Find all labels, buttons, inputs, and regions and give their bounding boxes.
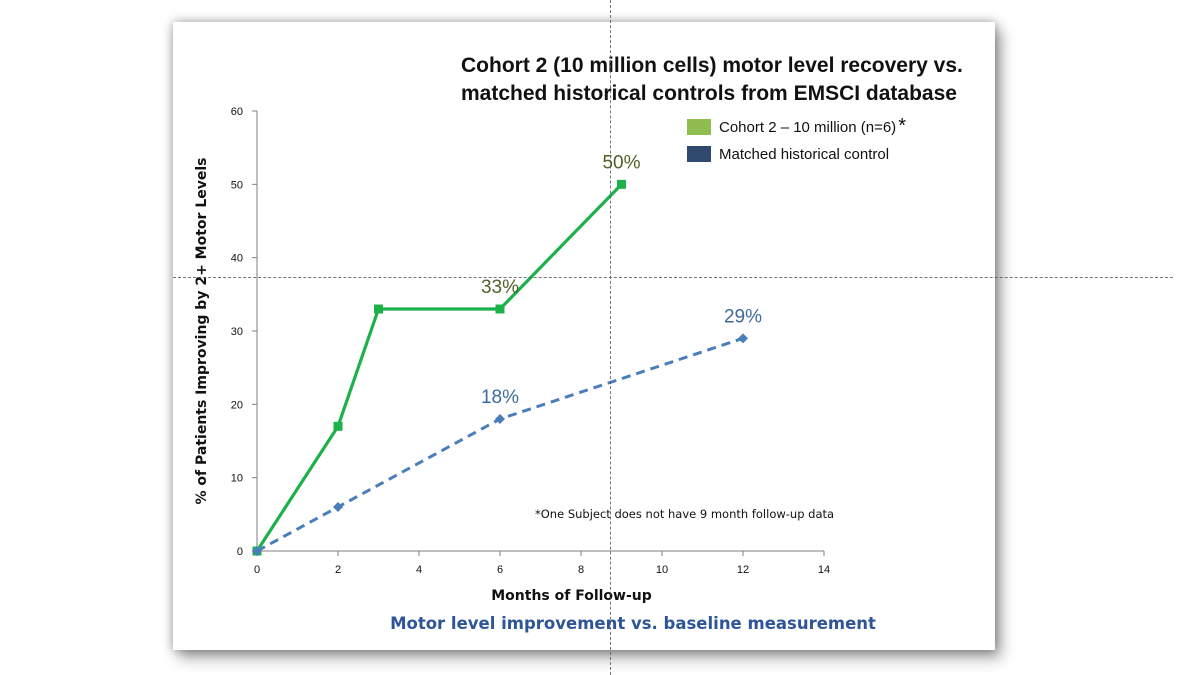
x-tick-label: 14 [818,564,830,576]
legend: Cohort 2 – 10 million (n=6) * Matched hist… [687,115,906,163]
crosshair-horizontal [173,277,1173,278]
legend-swatch-2 [687,146,711,162]
legend-asterisk: * [898,115,906,137]
series-1-marker [495,304,505,314]
legend-swatch-1 [687,119,711,135]
series-2-marker [738,333,748,344]
series-1-data-label: 50% [602,152,640,173]
y-tick-label: 0 [237,546,243,558]
series-line-2 [256,336,744,553]
series-1-data-label: 33% [481,277,519,298]
legend-label-1: Cohort 2 – 10 million (n=6) * [719,115,906,137]
y-tick-label: 60 [231,106,243,118]
series-2-data-label: 29% [724,306,762,327]
series-2-data-label: 18% [481,387,519,408]
y-tick-label: 40 [231,253,243,265]
series-1-marker [333,421,343,431]
x-tick-label: 12 [737,564,749,576]
legend-label-2: Matched historical control [719,146,889,163]
series-1-marker [374,304,383,314]
axes [252,110,825,556]
y-tick-labels: 0 10 20 30 40 50 60 [231,106,243,558]
x-tick-label: 2 [335,564,341,576]
series-2-marker [495,414,505,424]
x-tick-label: 10 [656,564,668,576]
y-tick-label: 50 [231,179,243,191]
chart-title-line-2: matched historical controls from EMSCI d… [461,82,957,105]
chart-caption: Motor level improvement vs. baseline mea… [390,614,876,633]
x-tick-label: 6 [497,564,503,576]
data-labels: 33% 50% 18% 29% [481,152,762,408]
x-axis-title: Months of Follow-up [491,588,652,604]
y-tick-label: 10 [231,473,243,485]
y-axis-title: % of Patients Improving by 2+ Motor Leve… [194,158,210,505]
x-tick-label: 0 [254,564,260,576]
series-1-marker [617,179,626,189]
slide-frame: Cohort 2 (10 million cells) motor level … [173,22,995,650]
x-tick-label: 8 [578,564,584,576]
series-layer [252,179,748,556]
crosshair-vertical [610,0,611,675]
x-tick-label: 4 [416,564,422,576]
series-line-1 [255,183,623,552]
series-2-marker [333,502,343,512]
footnote-annotation: *One Subject does not have 9 month follo… [535,507,834,521]
y-tick-label: 20 [231,399,243,411]
series-2-marker [252,546,262,556]
y-tick-label: 30 [231,326,243,338]
x-tick-labels: 0 2 4 6 8 10 12 14 [254,564,830,576]
motor-recovery-chart: Cohort 2 (10 million cells) motor level … [194,54,963,633]
chart-title-line-1: Cohort 2 (10 million cells) motor level … [461,54,963,77]
